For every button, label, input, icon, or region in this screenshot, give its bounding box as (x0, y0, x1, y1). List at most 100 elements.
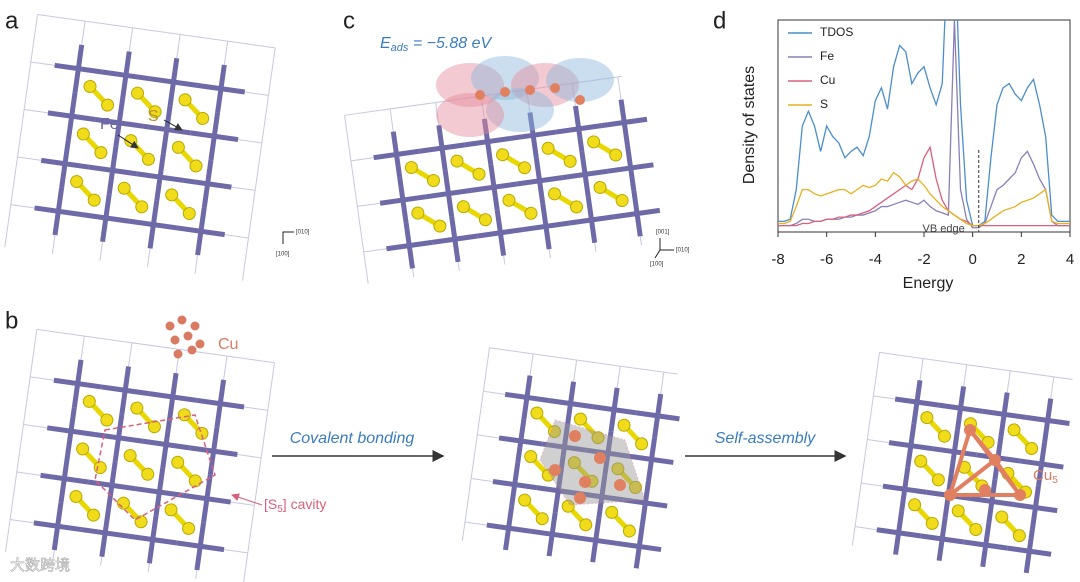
axis-glyph (282, 231, 294, 244)
atom (189, 159, 203, 173)
bond (608, 387, 620, 432)
x-tick-label: -4 (869, 251, 882, 268)
cu-atom (614, 479, 626, 491)
atom (593, 180, 607, 194)
bond (5, 329, 38, 553)
cu-atom (550, 83, 560, 93)
panel-label: b (5, 307, 18, 334)
structures (4, 13, 1073, 582)
bond (36, 328, 275, 364)
x-tick-label: -6 (820, 251, 833, 268)
cu-atom (195, 339, 205, 349)
cluster-label: Cu (218, 336, 238, 353)
bond (160, 420, 172, 469)
atom (524, 206, 538, 220)
cu-atom (173, 349, 183, 359)
charge-density (436, 63, 504, 107)
atom (182, 521, 196, 535)
charge-density (546, 58, 614, 102)
bond (618, 99, 630, 146)
atom (530, 406, 544, 420)
direction-label: [100] (650, 262, 664, 268)
cu-atom (475, 90, 485, 100)
bond (515, 418, 527, 464)
bond (442, 170, 455, 217)
product-label: Cu5 (1033, 467, 1058, 486)
watermark: 大数跨境 (10, 556, 70, 574)
bond (488, 164, 500, 211)
bond (58, 454, 71, 503)
bond (558, 424, 570, 470)
atom (165, 188, 179, 202)
atom (456, 200, 470, 214)
cu-atom (183, 331, 193, 341)
cu-atom (574, 492, 586, 504)
x-tick-label: 0 (968, 251, 976, 268)
bond (633, 524, 645, 569)
cu-atom (500, 87, 510, 97)
bond (72, 44, 85, 93)
atom (1007, 423, 1021, 437)
atom (567, 456, 581, 470)
bond (639, 480, 651, 526)
atom (195, 426, 209, 440)
atom (587, 135, 601, 149)
bond (461, 347, 490, 541)
atom (502, 193, 516, 207)
bond (936, 516, 948, 562)
atom (450, 154, 464, 168)
bond (4, 14, 39, 248)
cu-atom (549, 464, 561, 476)
plot-area (778, 20, 1070, 229)
bond (893, 510, 905, 555)
panel-label: d (713, 7, 726, 34)
atom (472, 167, 486, 181)
bond (65, 407, 77, 456)
legend-label: Fe (820, 49, 834, 63)
series-line (778, 20, 1070, 227)
cu-atom (964, 424, 976, 436)
bond (71, 359, 84, 408)
bond (59, 139, 71, 188)
direction-label: [001] (656, 230, 670, 236)
atom (87, 193, 101, 207)
bond (596, 474, 608, 519)
atom (76, 442, 90, 456)
atom (171, 140, 185, 154)
bond (166, 372, 179, 422)
atom (908, 498, 922, 512)
atom (131, 86, 145, 100)
bond (201, 159, 214, 208)
bond (631, 190, 643, 237)
series-line (778, 145, 1070, 227)
bond (403, 222, 415, 269)
atom-label: S (148, 108, 159, 125)
bond (986, 479, 998, 524)
charge-density (436, 93, 504, 137)
atom (518, 161, 532, 175)
arrow (117, 134, 139, 149)
bond (573, 105, 585, 152)
bond (911, 379, 923, 425)
atom (117, 181, 131, 195)
bond (1029, 485, 1041, 530)
bond (481, 118, 494, 165)
axis-glyph (654, 238, 674, 259)
bond (52, 187, 65, 236)
panel-label: c (343, 7, 355, 34)
atom (141, 152, 155, 166)
cu-atom (170, 335, 180, 345)
cavity (94, 414, 216, 521)
atom (76, 127, 90, 141)
atom (628, 480, 642, 494)
legend-label: Cu (820, 73, 835, 87)
atom (171, 455, 185, 469)
cu-atom (569, 430, 581, 442)
atom (164, 503, 178, 517)
bond (955, 386, 967, 431)
arrow (231, 493, 263, 506)
lattice (4, 13, 276, 281)
atom (147, 420, 161, 434)
lattice (5, 328, 275, 582)
